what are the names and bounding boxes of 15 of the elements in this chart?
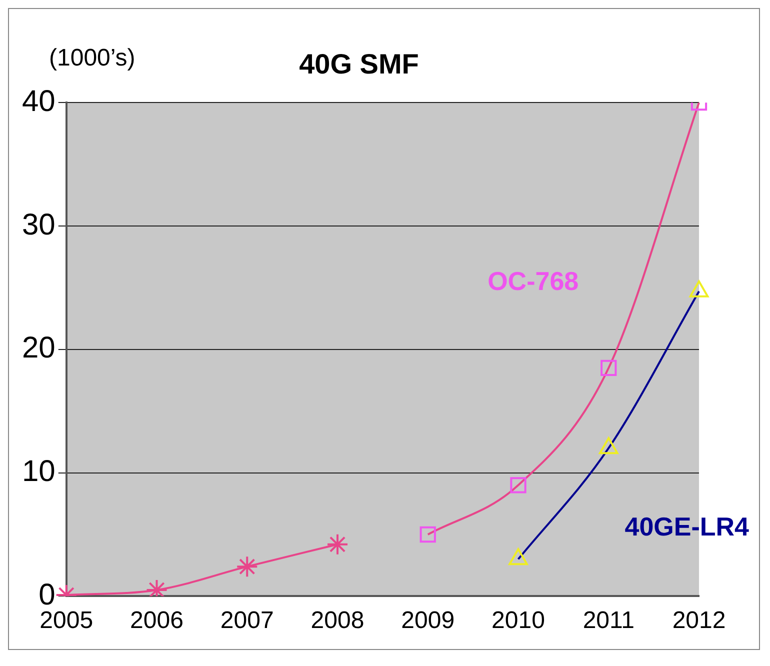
x-tick-label: 2011 xyxy=(582,607,634,634)
x-tick-label: 2007 xyxy=(220,607,274,634)
series-label: 40GE-LR4 xyxy=(624,511,750,542)
x-tick-label: 2012 xyxy=(672,607,726,634)
x-tick-label: 2009 xyxy=(401,607,455,634)
y-axis-title: (1000’s) xyxy=(49,44,136,72)
x-tick-label: 2010 xyxy=(492,607,545,634)
y-tick-label: 30 xyxy=(22,208,56,242)
x-tick-label: 2006 xyxy=(130,607,184,634)
chart-title: 40G SMF xyxy=(299,48,419,80)
x-tick-label: 2008 xyxy=(310,607,364,634)
text: OC-768 xyxy=(488,266,579,296)
y-tick-label: 20 xyxy=(22,332,56,365)
y-tick-label: 40 xyxy=(22,84,56,118)
y-tick-label: 10 xyxy=(22,455,56,488)
